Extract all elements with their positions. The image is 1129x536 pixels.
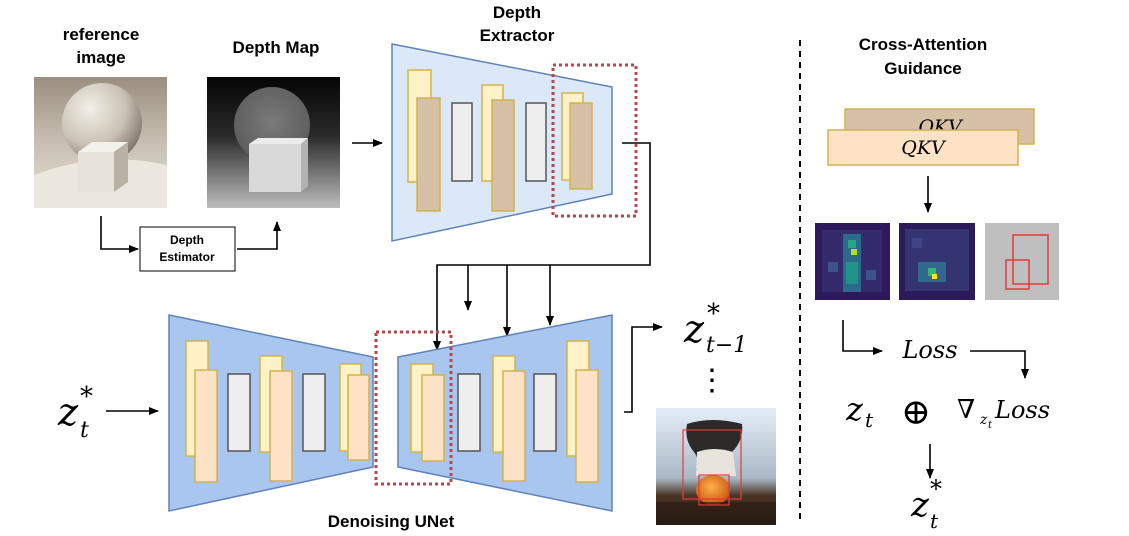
svg-text:reference: reference	[63, 25, 140, 44]
arrow-ref-to-estimator	[100, 216, 139, 253]
svg-text:Depth: Depth	[493, 3, 541, 22]
svg-text:Guidance: Guidance	[884, 59, 961, 78]
svg-text:z: z	[683, 307, 705, 351]
denoising-unet-label: Denoising UNet	[328, 512, 455, 531]
svg-text:t: t	[865, 408, 874, 432]
arrow-unet-to-output	[624, 323, 663, 413]
extractor-to-unet-arrows	[433, 142, 651, 351]
svg-text:*: *	[80, 382, 93, 412]
svg-text:Cross-Attention: Cross-Attention	[859, 35, 987, 54]
unet-decoder-blocks	[410, 340, 599, 483]
svg-text:z: z	[979, 412, 988, 428]
generated-image	[656, 408, 776, 525]
svg-text:image: image	[76, 48, 125, 67]
svg-text:z: z	[57, 390, 79, 434]
extractor-blocks	[407, 69, 593, 212]
attention-map-2	[899, 223, 975, 300]
current-latent-label: z t	[845, 390, 874, 432]
arrow-estimator-to-depth	[237, 221, 281, 250]
unet-encoder-blocks	[185, 340, 370, 483]
oplus-icon: ⊕	[901, 392, 931, 433]
svg-text:Loss: Loss	[994, 396, 1050, 424]
svg-text:*: *	[707, 299, 720, 329]
depth-extractor-label: Depth Extractor	[480, 3, 555, 45]
reference-image	[34, 77, 167, 208]
svg-text:∇: ∇	[957, 395, 975, 425]
loss-label: Loss	[901, 336, 957, 364]
input-latent-label: z * t	[57, 382, 93, 443]
svg-text:z: z	[910, 485, 930, 525]
qkv-front-box: QKV	[827, 129, 1019, 166]
depth-estimator-label-1: Depth	[170, 233, 204, 247]
gradient-loss-label: ∇ z t Loss	[957, 395, 1050, 431]
cross-attention-label: Cross-Attention Guidance	[859, 35, 987, 78]
extractor-dotted-box	[551, 63, 638, 218]
attention-map-1	[815, 223, 890, 300]
updated-latent-label: z * t	[910, 475, 942, 533]
svg-text:t: t	[988, 420, 993, 431]
depth-map-image	[207, 77, 340, 208]
depth-estimator-box	[139, 226, 236, 272]
vertical-ellipsis: ⋮	[697, 363, 727, 398]
svg-text:Extractor: Extractor	[480, 26, 555, 45]
depth-estimator-label-2: Estimator	[159, 250, 215, 264]
arrow-loss-to-gradient	[970, 350, 1029, 379]
svg-text:t: t	[930, 509, 939, 533]
depth-map-label: Depth Map	[233, 38, 320, 57]
bounding-box-map	[985, 223, 1059, 300]
svg-text:z: z	[845, 390, 864, 428]
reference-image-label: reference image	[63, 25, 140, 67]
svg-text:t: t	[80, 418, 89, 443]
unet-dotted-box	[374, 330, 453, 486]
output-latent-label: z * t−1	[683, 299, 747, 358]
svg-text:*: *	[930, 475, 942, 503]
svg-text:QKV: QKV	[901, 137, 947, 159]
svg-text:t−1: t−1	[706, 333, 747, 358]
arrow-maps-to-loss	[842, 320, 883, 355]
